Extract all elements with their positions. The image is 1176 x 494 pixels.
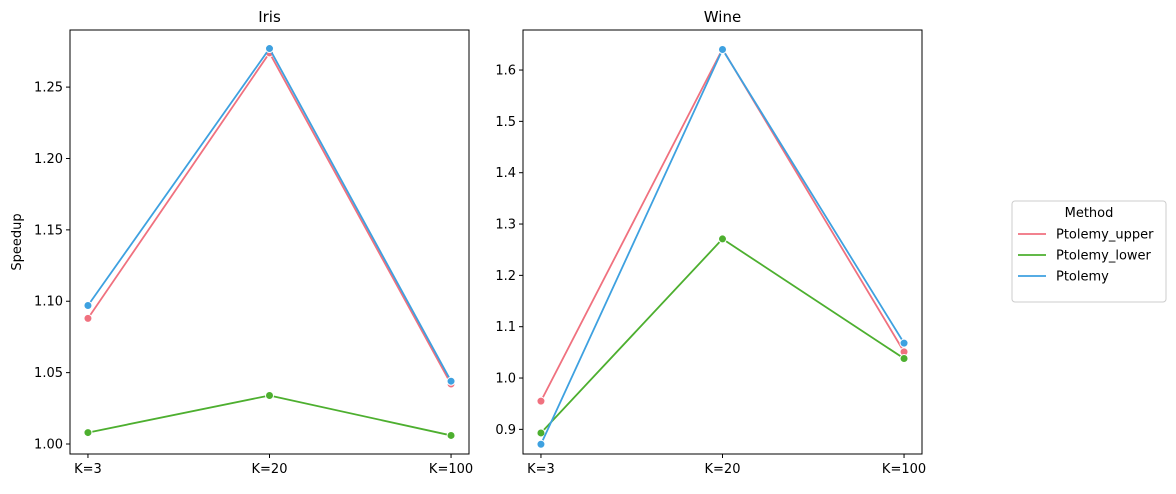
- y-tick-label: 1.15: [34, 223, 63, 238]
- legend-label: Ptolemy_upper: [1056, 228, 1154, 243]
- plot-frame: [69, 29, 470, 455]
- data-point-ptolemy: [899, 338, 909, 348]
- data-point-ptolemy: [265, 44, 274, 54]
- data-point-ptolemy-lower: [899, 354, 909, 364]
- panel-wine: Wine 0.9 1.0 1.1 1.2 1.3 1.4 1.5 1.6 K=3 K=20 K=100: [495, 8, 926, 477]
- data-point-ptolemy: [536, 439, 546, 449]
- series-line-ptolemy: [540, 48, 905, 445]
- x-tick-label: K=3: [74, 462, 102, 477]
- x-tick-label: K=20: [705, 462, 741, 477]
- data-point-ptolemy: [83, 301, 93, 311]
- y-tick-label: 1.20: [34, 152, 63, 167]
- x-tick-label: K=20: [252, 462, 288, 477]
- legend-label: Ptolemy: [1056, 270, 1109, 285]
- legend: Method Ptolemy_upper Ptolemy_lower Ptolemy: [1011, 200, 1167, 303]
- legend-label: Ptolemy_lower: [1056, 249, 1152, 264]
- legend-box: [1011, 200, 1167, 303]
- x-tick-label: K=3: [527, 462, 555, 477]
- series-line-ptolemy-upper: [87, 51, 452, 385]
- data-point-ptolemy-upper: [536, 396, 546, 406]
- panel-iris: Iris Speedup 1.00 1.05 1.10 1.15 1.20 1.25 K=3 K=…: [10, 8, 473, 477]
- panel-title: Iris: [258, 8, 281, 26]
- y-tick-label: 1.25: [34, 81, 63, 96]
- data-point-ptolemy-lower: [265, 390, 274, 400]
- series-line-ptolemy: [87, 47, 452, 382]
- x-tick-label: K=100: [429, 462, 473, 477]
- data-point-ptolemy-lower: [536, 428, 546, 438]
- y-tick-label: 1.4: [495, 166, 516, 181]
- x-tick-label: K=100: [882, 462, 926, 477]
- legend-entry-ptolemy-upper: Ptolemy_upper: [1018, 228, 1154, 243]
- plot-frame: [522, 29, 923, 455]
- y-tick-label: 1.00: [34, 438, 63, 453]
- y-axis-label: Speedup: [10, 213, 25, 270]
- y-tick-label: 1.05: [34, 366, 63, 381]
- series-line-ptolemy-lower: [540, 238, 905, 434]
- series-line-ptolemy-upper: [540, 48, 905, 402]
- legend-entry-ptolemy-lower: Ptolemy_lower: [1018, 249, 1152, 264]
- y-tick-label: 1.2: [495, 269, 516, 284]
- legend-title: Method: [1065, 206, 1114, 221]
- y-tick-label: 1.1: [495, 320, 516, 335]
- data-point-ptolemy: [718, 45, 727, 55]
- legend-entry-ptolemy: Ptolemy: [1018, 270, 1109, 285]
- data-point-ptolemy-lower: [83, 428, 93, 438]
- y-tick-label: 0.9: [495, 423, 516, 438]
- data-point-ptolemy-lower: [446, 430, 456, 440]
- data-point-ptolemy: [446, 376, 456, 386]
- y-tick-label: 1.5: [495, 115, 516, 130]
- y-tick-label: 1.6: [495, 64, 516, 79]
- y-tick-label: 1.0: [495, 372, 516, 387]
- y-tick-label: 1.3: [495, 218, 516, 233]
- y-tick-label: 1.10: [34, 295, 63, 310]
- panel-title: Wine: [704, 8, 741, 26]
- data-point-ptolemy-upper: [83, 313, 93, 323]
- series-line-ptolemy-lower: [87, 394, 452, 437]
- data-point-ptolemy-lower: [718, 234, 727, 244]
